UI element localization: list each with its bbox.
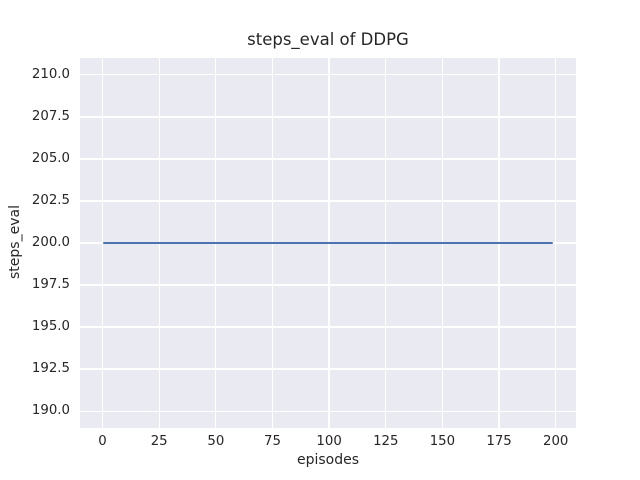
- y-gridline: [80, 116, 576, 118]
- y-tick-label: 205.0: [31, 150, 70, 166]
- y-tick-label: 207.5: [31, 108, 70, 124]
- chart-title: steps_eval of DDPG: [247, 30, 409, 49]
- x-tick-label: 125: [373, 434, 399, 449]
- x-tick-label: 25: [150, 434, 168, 449]
- x-tick-label: 200: [543, 434, 569, 449]
- x-tick-label: 150: [429, 434, 456, 449]
- y-tick-label: 190.0: [31, 403, 70, 419]
- y-gridline: [80, 74, 576, 76]
- x-gridline: [555, 58, 557, 428]
- y-tick-label: 192.5: [31, 361, 70, 377]
- y-gridline: [80, 368, 576, 370]
- y-gridline: [80, 410, 576, 412]
- y-axis-label: steps_eval: [7, 205, 23, 279]
- x-tick-label: 75: [264, 434, 281, 449]
- y-tick-label: 202.5: [31, 192, 70, 208]
- y-tick-label: 195.0: [31, 319, 70, 335]
- x-tick-label: 50: [207, 434, 225, 449]
- y-tick-label: 200.0: [31, 235, 70, 250]
- y-tick-label: 197.5: [31, 277, 70, 293]
- x-axis-label: episodes: [296, 452, 360, 468]
- x-tick-label: 0: [98, 434, 107, 449]
- y-gridline: [80, 158, 576, 160]
- y-gridline: [80, 326, 576, 328]
- y-gridline: [80, 284, 576, 286]
- x-tick-label: 175: [486, 434, 512, 449]
- plot-area: [80, 58, 576, 428]
- y-gridline: [80, 200, 576, 202]
- y-tick-label: 210.0: [31, 66, 70, 82]
- data-line-ddpg: [102, 241, 554, 245]
- x-tick-label: 100: [316, 434, 342, 449]
